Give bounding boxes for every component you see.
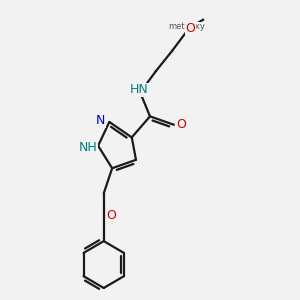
Text: NH: NH	[79, 141, 98, 154]
Text: O: O	[176, 118, 186, 131]
Text: O: O	[186, 22, 196, 34]
Text: HN: HN	[129, 83, 148, 96]
Text: O: O	[106, 209, 116, 222]
Text: methoxy: methoxy	[168, 22, 205, 31]
Text: N: N	[96, 114, 106, 127]
